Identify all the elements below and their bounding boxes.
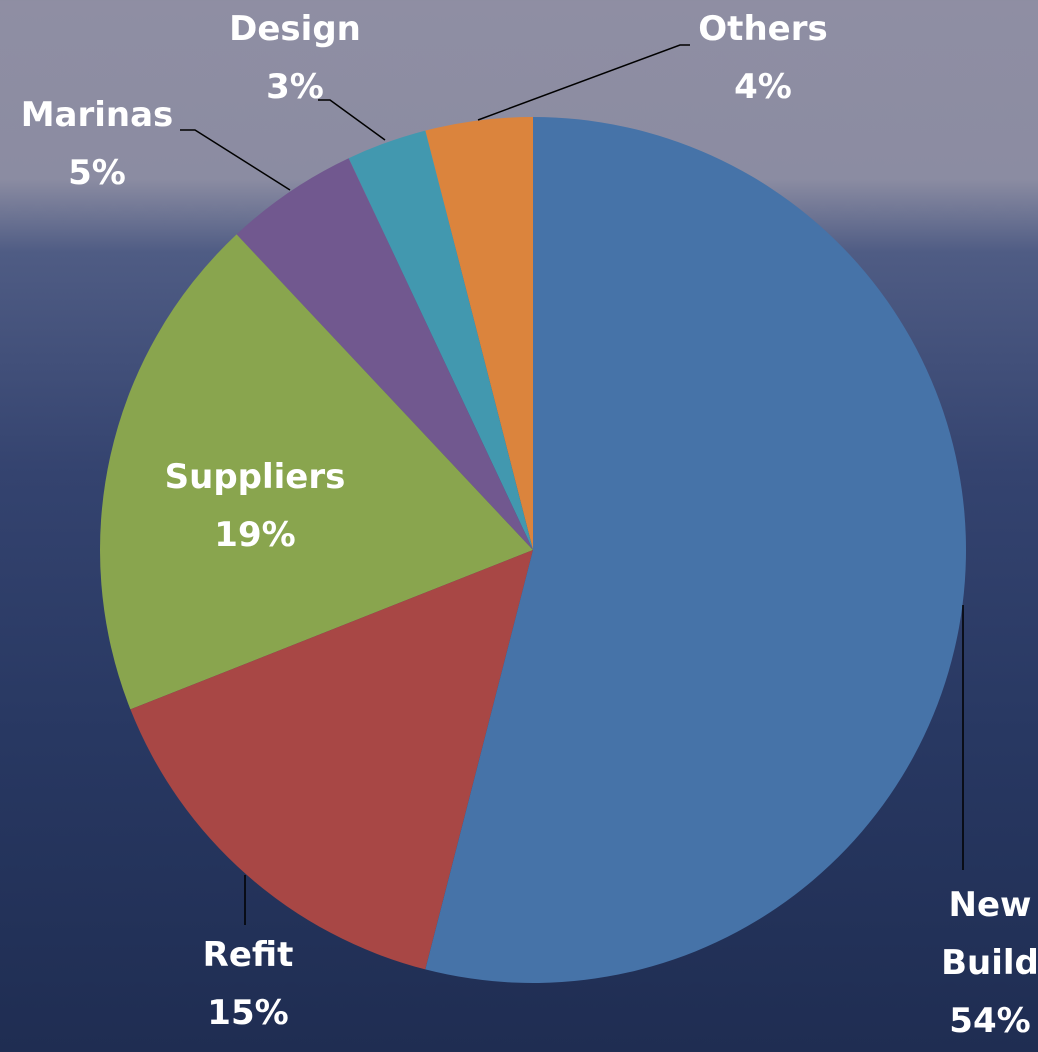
slice-label: Design 3% bbox=[229, 0, 361, 116]
leader-line bbox=[180, 129, 291, 191]
slice-label: Refit 15% bbox=[203, 926, 294, 1042]
slice-label: Marinas 5% bbox=[21, 86, 174, 202]
value-label: 54% bbox=[949, 1001, 1031, 1041]
leader-line bbox=[318, 99, 386, 141]
value-label: 15% bbox=[207, 993, 289, 1033]
category-label: Refit bbox=[202, 935, 294, 975]
category-label: Marinas bbox=[20, 95, 174, 135]
value-label: 5% bbox=[68, 153, 126, 193]
pie-slice bbox=[425, 117, 967, 983]
value-label: 19% bbox=[214, 515, 296, 555]
pie-slice bbox=[130, 550, 533, 970]
pie-slice bbox=[425, 117, 533, 550]
slice-label: Others 4% bbox=[698, 0, 827, 116]
slice-label: Suppliers 19% bbox=[165, 448, 346, 564]
category-label: Suppliers bbox=[164, 457, 346, 497]
slice-label: New Build 54% bbox=[930, 876, 1038, 1050]
value-label: 4% bbox=[734, 67, 792, 107]
pie-slice bbox=[236, 158, 533, 550]
pie-slice bbox=[100, 234, 534, 710]
category-label: New Build bbox=[941, 885, 1038, 983]
leader-line bbox=[477, 44, 690, 121]
category-label: Others bbox=[698, 9, 828, 49]
category-label: Design bbox=[229, 9, 361, 49]
value-label: 3% bbox=[266, 67, 324, 107]
pie-slice bbox=[348, 130, 533, 550]
